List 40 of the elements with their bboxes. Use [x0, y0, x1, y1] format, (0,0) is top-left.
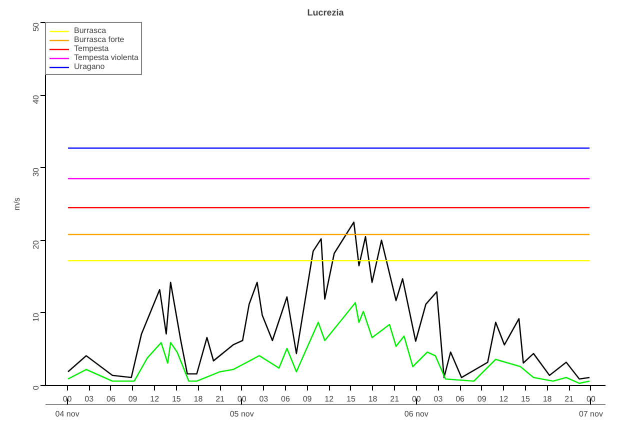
- x-tick-label: 15: [172, 394, 182, 404]
- text: 04 nov: [55, 410, 80, 418]
- y-tick-label: 20: [32, 240, 40, 250]
- y-tick-label: 10: [32, 312, 40, 322]
- x-tick-label: 09: [302, 394, 312, 404]
- y-tick-label: 50: [32, 22, 40, 32]
- legend-label: Tempesta violenta: [74, 53, 138, 62]
- x-tick-label: 21: [390, 394, 400, 404]
- x-tick-label: 09: [477, 394, 487, 404]
- x-tick-label: 18: [368, 394, 378, 404]
- x-tick-label: 06: [456, 394, 466, 404]
- x-tick-label: 18: [194, 394, 204, 404]
- x-tick-label: 12: [499, 394, 509, 404]
- x-tick-label: 18: [542, 394, 552, 404]
- legend-label: Burrasca forte: [74, 35, 124, 44]
- x-tick-label: 03: [434, 394, 444, 404]
- legend-label: Burrasca: [74, 26, 106, 35]
- x-tick-label: 21: [564, 394, 574, 404]
- legend-label: Uragano: [74, 62, 105, 71]
- x-tick-label: 15: [346, 394, 356, 404]
- y-axis-title: m/s: [12, 198, 22, 210]
- x-tick-label: 12: [324, 394, 334, 404]
- y-tick-label: 0: [32, 384, 40, 390]
- x-tick-label: 09: [128, 394, 138, 404]
- x-tick-label: 15: [521, 394, 530, 404]
- x-tick-label: 06: [281, 394, 290, 404]
- y-tick-label: 30: [32, 167, 40, 177]
- chart-title: Lucrezia: [307, 8, 345, 18]
- x-tick-label: 12: [150, 394, 160, 404]
- x-tick-label: 06: [106, 394, 116, 404]
- text: 07 nov: [578, 410, 603, 418]
- x-tick-label: 21: [216, 394, 226, 404]
- x-tick-label: 03: [259, 394, 269, 404]
- x-tick-label: 00: [412, 394, 422, 404]
- text: 06 nov: [404, 410, 428, 418]
- y-tick-label: 40: [32, 94, 40, 104]
- x-tick-label: 00: [62, 394, 72, 404]
- legend-label: Tempesta: [74, 44, 109, 53]
- text: 05 nov: [230, 410, 254, 418]
- x-tick-label: 03: [84, 394, 94, 404]
